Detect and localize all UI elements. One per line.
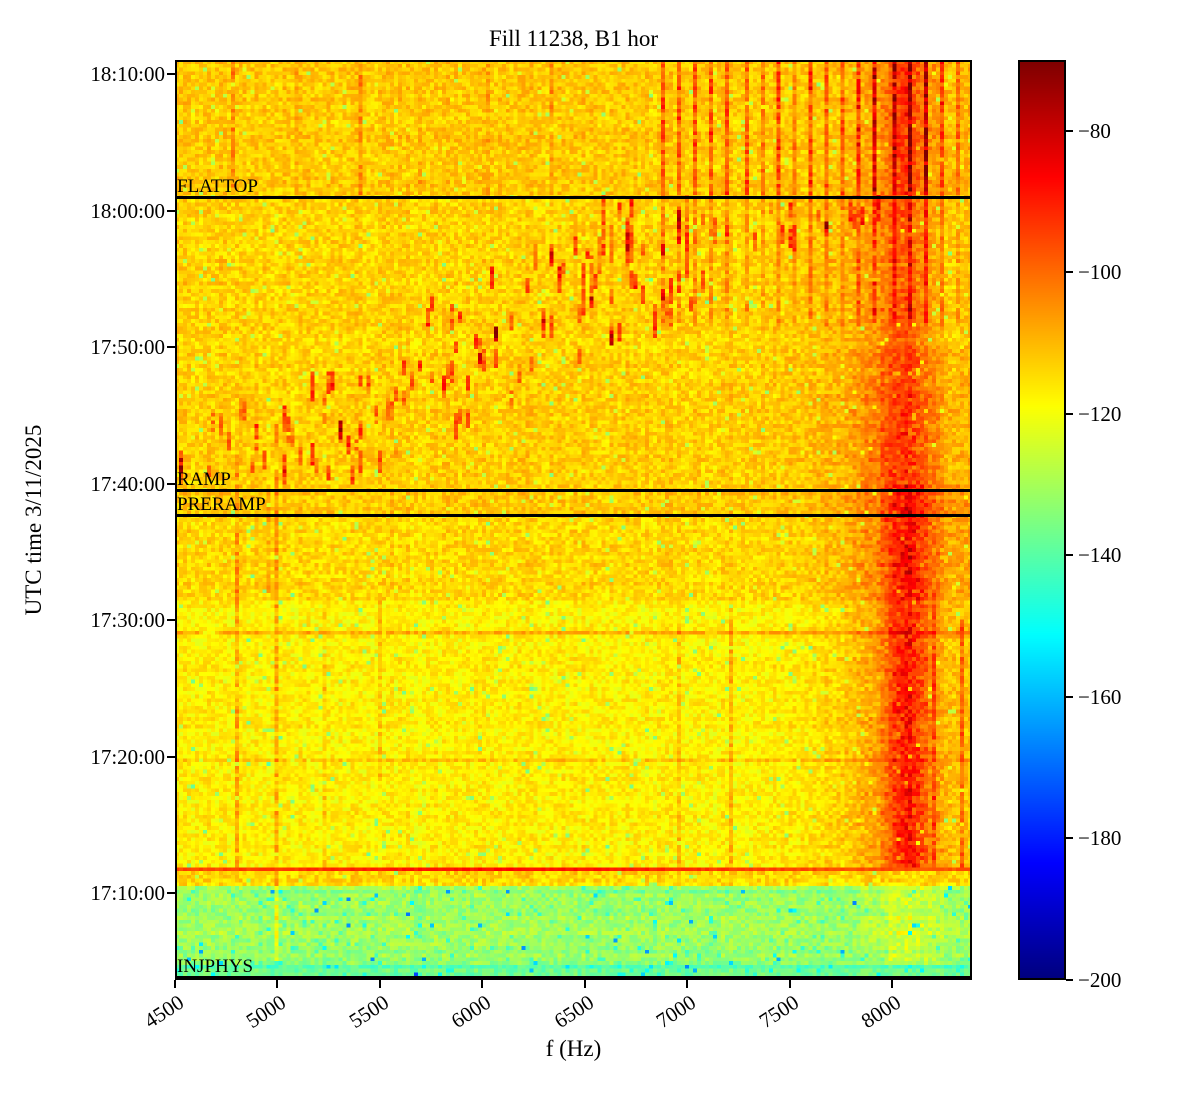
y-tick-label: 17:10:00 — [90, 881, 165, 906]
x-tick-label: 6000 — [447, 990, 496, 1034]
colorbar-tick-label: −100 — [1078, 260, 1122, 285]
x-axis-tick — [174, 980, 176, 988]
beam-mode-label-flattop: FLATTOP — [177, 176, 258, 197]
y-tick-label: 18:10:00 — [90, 62, 165, 87]
colorbar-tick-label: −200 — [1078, 968, 1122, 992]
colorbar-tick — [1066, 554, 1073, 557]
colorbar-tick — [1066, 837, 1073, 840]
colorbar-tick — [1066, 271, 1073, 274]
x-tick-label: 4500 — [139, 990, 189, 1034]
spectrogram-heatmap — [175, 60, 972, 980]
y-axis-tick — [167, 346, 175, 349]
x-tick-label: 7500 — [754, 990, 804, 1034]
beam-mode-label-injphys: INJPHYS — [177, 956, 254, 977]
beam-mode-line-preramp — [175, 514, 972, 517]
x-axis-tick — [378, 980, 381, 988]
y-tick-label: 17:50:00 — [90, 335, 165, 360]
beam-mode-label-preramp: PRERAMP — [177, 494, 266, 515]
x-axis-tick — [788, 980, 791, 988]
y-axis-tick — [167, 73, 175, 76]
beam-mode-line-flattop — [175, 196, 972, 199]
y-tick-label: 18:00:00 — [90, 198, 165, 223]
x-tick-label: 6500 — [549, 990, 599, 1034]
x-axis-tick — [481, 980, 484, 988]
x-axis-tick — [891, 980, 894, 988]
x-axis-tick — [276, 980, 279, 988]
colorbar-tick-label: −140 — [1078, 543, 1122, 568]
x-axis-label: f (Hz) — [545, 1036, 602, 1061]
x-tick-label: 8000 — [857, 990, 906, 1034]
x-tick-label: 5000 — [242, 990, 291, 1034]
x-axis-tick — [583, 980, 586, 988]
x-tick-label: 7000 — [652, 990, 701, 1034]
beam-mode-line-ramp — [175, 489, 972, 492]
colorbar-tick — [1066, 412, 1073, 415]
figure-title: Fill 11238, B1 hor — [488, 26, 659, 51]
y-axis-label: UTC time 3/11/2025 — [21, 424, 46, 616]
x-tick-label: 5500 — [344, 990, 394, 1034]
colorbar-tick — [1066, 129, 1073, 132]
colorbar-tick-label: −120 — [1078, 401, 1122, 426]
x-axis-tick — [686, 980, 689, 988]
y-axis-tick — [167, 892, 175, 895]
colorbar-tick-label: −180 — [1078, 826, 1122, 851]
y-axis-tick — [167, 209, 175, 212]
y-axis-tick — [167, 755, 175, 758]
y-axis-tick — [167, 619, 175, 622]
y-tick-label: 17:40:00 — [90, 471, 165, 496]
colorbar-tick-label: −80 — [1078, 118, 1111, 143]
y-axis-tick — [167, 482, 175, 485]
colorbar-tick — [1066, 979, 1073, 981]
colorbar-tick — [1066, 695, 1073, 698]
colorbar — [1018, 60, 1066, 980]
colorbar-tick-label: −160 — [1078, 684, 1122, 709]
y-tick-label: 17:20:00 — [90, 744, 165, 769]
beam-mode-label-ramp: RAMP — [177, 469, 231, 490]
beam-mode-line-injphys — [175, 976, 972, 979]
y-tick-label: 17:30:00 — [90, 608, 165, 633]
